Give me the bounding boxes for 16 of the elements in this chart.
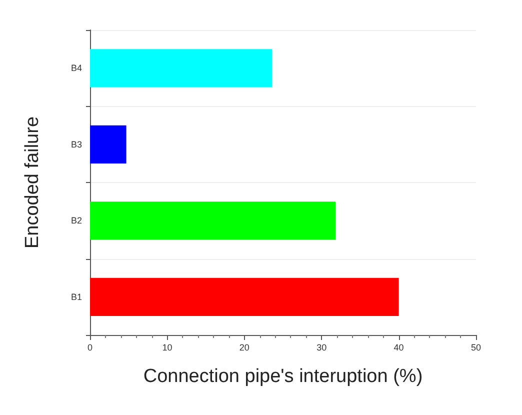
bar [90, 125, 126, 164]
x-tick-label: 50 [470, 342, 482, 352]
x-tick-label: 10 [162, 342, 172, 352]
y-tick-label: B1 [70, 292, 82, 302]
y-axis-title: Encoded failure [22, 116, 43, 249]
y-tick-label: B4 [70, 63, 82, 74]
x-tick-label: 40 [394, 342, 404, 352]
x-axis-title: Connection pipe's interuption (%) [143, 366, 423, 387]
x-tick-label: 30 [316, 342, 327, 352]
y-tick-label: B3 [70, 139, 82, 150]
x-tick-label: 0 [87, 342, 93, 352]
bar [90, 202, 336, 240]
bar [90, 278, 399, 316]
bar [90, 49, 272, 88]
x-tick-label: 20 [239, 342, 250, 352]
y-tick-label: B2 [70, 216, 82, 226]
